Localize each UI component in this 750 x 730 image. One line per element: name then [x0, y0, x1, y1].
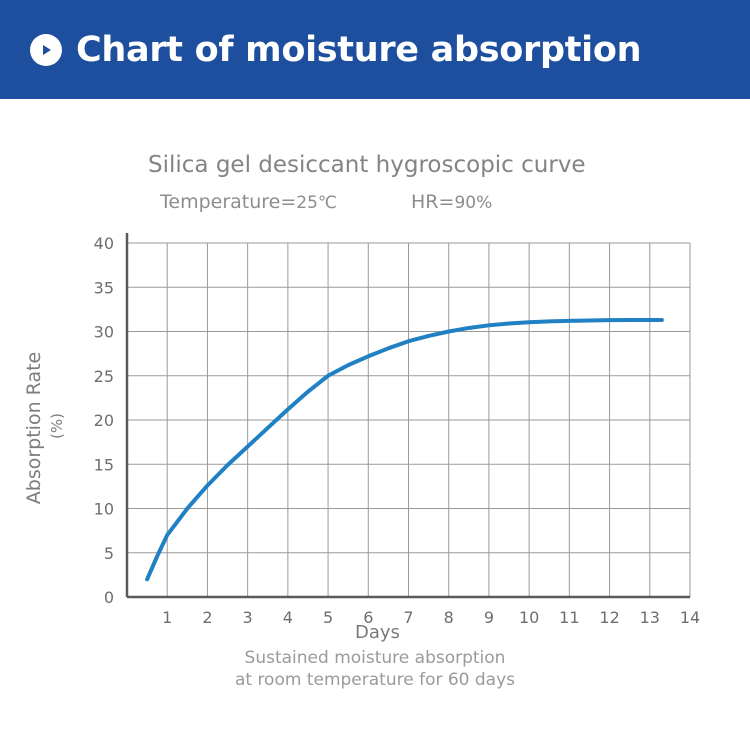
humidity-label: HR=: [411, 191, 455, 213]
x-axis-title: Days: [355, 622, 400, 643]
y-tick-label: 35: [94, 278, 114, 297]
x-tick-label: 13: [640, 608, 660, 627]
y-tick-label: 25: [94, 367, 114, 386]
data-series-line: [145, 318, 664, 582]
x-tick-label: 12: [599, 608, 619, 627]
x-tick-label: 3: [243, 608, 253, 627]
x-tick-label: 8: [444, 608, 454, 627]
temperature-value: 25℃: [296, 193, 338, 213]
chart-caption: Sustained moisture absorption at room te…: [0, 647, 750, 691]
chart-container: Silica gel desiccant hygroscopic curve T…: [0, 99, 750, 730]
x-tick-label: 10: [519, 608, 539, 627]
y-tick-label: 20: [94, 411, 114, 430]
x-tick-label: 4: [283, 608, 293, 627]
x-tick-label: 11: [559, 608, 579, 627]
x-tick-label: 6: [363, 608, 373, 627]
y-tick-label: 40: [94, 234, 114, 253]
page-title: Chart of moisture absorption: [76, 29, 642, 70]
temperature-label: Temperature=: [160, 191, 297, 213]
x-tick-label: 7: [403, 608, 413, 627]
y-tick-label: 0: [104, 588, 114, 607]
x-tick-label: 9: [484, 608, 494, 627]
humidity-value: 90%: [454, 193, 493, 213]
chart-subtitle: Temperature=25℃ HR=90%: [160, 191, 492, 213]
y-tick-label: 5: [104, 544, 114, 563]
x-tick-label: 14: [680, 608, 700, 627]
caption-line-2: at room temperature for 60 days: [234, 670, 516, 690]
y-tick-label: 15: [94, 455, 114, 474]
y-tick-label: 30: [94, 323, 114, 342]
x-tick-label: 1: [162, 608, 172, 627]
page-header: Chart of moisture absorption: [0, 0, 750, 99]
caption-line-1: Sustained moisture absorption: [244, 648, 506, 668]
chart-title: Silica gel desiccant hygroscopic curve: [148, 152, 586, 178]
play-circle-icon: [30, 33, 62, 66]
x-tick-label: 5: [323, 608, 333, 627]
x-tick-label: 2: [202, 608, 212, 627]
y-tick-label: 10: [94, 500, 114, 519]
